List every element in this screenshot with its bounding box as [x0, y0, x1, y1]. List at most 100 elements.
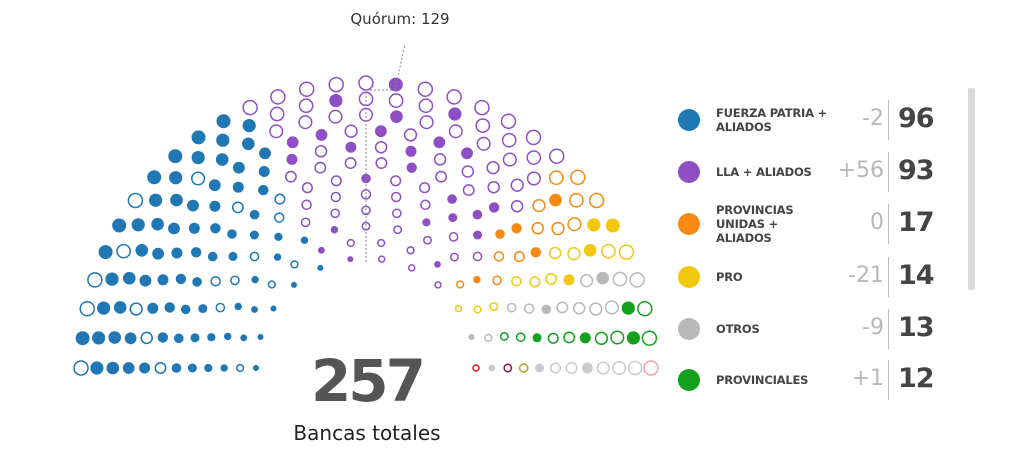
seat-dot	[286, 136, 299, 149]
seat-dot	[433, 153, 447, 166]
seat-dot	[604, 300, 619, 315]
seat-dot	[549, 362, 562, 374]
seat-dot	[629, 272, 645, 288]
seat-dot	[643, 360, 659, 376]
seat-dot	[224, 332, 232, 341]
seat-dot	[347, 256, 354, 263]
seat-dot	[230, 275, 240, 286]
seat-dot	[531, 222, 544, 235]
seat-dot	[418, 98, 434, 114]
seat-dot	[449, 252, 459, 262]
legend-seat-count: 17	[898, 207, 935, 238]
seat-dot	[251, 275, 259, 284]
seat-dot	[216, 114, 231, 129]
legend-row: PROVINCIALES +1 12	[672, 356, 964, 406]
seat-dot	[377, 238, 386, 248]
legend-seat-change: +56	[837, 158, 884, 183]
seat-dot	[157, 332, 168, 343]
seat-dot	[208, 179, 221, 192]
seat-dot	[233, 161, 245, 174]
seat-dot	[286, 153, 298, 165]
seat-dot	[242, 99, 258, 116]
seat-dot	[207, 333, 216, 342]
seat-dot	[390, 191, 402, 203]
seat-dot	[511, 275, 522, 287]
seat-dot	[314, 145, 328, 158]
legend-divider	[888, 360, 889, 400]
seat-dot	[168, 222, 180, 235]
seat-dot	[403, 128, 418, 142]
seat-dot	[583, 244, 597, 257]
seat-dot	[393, 225, 403, 235]
seat-dot	[548, 246, 562, 260]
seat-dot	[258, 184, 269, 196]
legend-color-dot	[678, 266, 700, 288]
seat-dot	[419, 182, 431, 194]
seat-dot	[220, 364, 228, 372]
seat-dot	[90, 361, 104, 375]
seat-dot	[249, 251, 260, 262]
legend-party-name: PROVINCIAS UNIDAS + ALIADOS	[716, 203, 794, 245]
seat-dot	[242, 137, 255, 151]
seat-dot	[563, 274, 575, 286]
seat-dot	[210, 275, 221, 287]
seat-dot	[532, 198, 546, 213]
seat-dot	[390, 175, 402, 187]
seat-dot	[73, 360, 89, 376]
seat-dot	[328, 109, 343, 124]
legend-seat-change: -21	[848, 263, 884, 288]
seat-dot	[122, 362, 135, 374]
seat-dot	[187, 363, 197, 373]
seat-dot	[301, 199, 312, 211]
seat-dot	[257, 334, 264, 340]
legend-row: LLA + ALIADOS +56 93	[672, 148, 964, 198]
seat-dot	[215, 302, 226, 313]
seat-dot	[358, 91, 374, 107]
legend-row: PROVINCIAS UNIDAS + ALIADOS 0 17	[672, 200, 964, 250]
seat-dot	[434, 261, 441, 268]
seat-dot	[610, 330, 625, 345]
seat-dot	[375, 125, 387, 138]
seat-dot	[515, 332, 526, 343]
seat-dot	[228, 251, 238, 261]
seat-dot	[169, 171, 183, 185]
seat-dot	[495, 229, 505, 239]
seat-dot	[588, 192, 605, 209]
seat-dot	[227, 229, 237, 239]
seat-dot	[216, 133, 230, 147]
seat-dot	[298, 98, 314, 114]
seat-dot	[330, 175, 342, 187]
seat-dot	[435, 170, 448, 183]
seat-dot	[476, 136, 491, 151]
seat-dot	[472, 364, 480, 372]
seat-dot	[259, 147, 271, 160]
seat-dot	[526, 150, 542, 165]
seat-dot	[475, 118, 491, 133]
seat-dot	[526, 171, 541, 186]
legend-scrollbar[interactable]	[968, 88, 975, 290]
seat-dot	[473, 275, 481, 284]
seat-dot	[358, 75, 374, 91]
seat-dot	[579, 332, 591, 344]
seat-dot	[270, 305, 277, 312]
seat-dot	[234, 302, 242, 311]
seat-dot	[420, 199, 431, 211]
seat-dot	[569, 192, 584, 208]
seat-dot	[204, 363, 213, 373]
seat-dot	[545, 272, 558, 285]
seat-dot	[388, 77, 403, 92]
seat-dot	[612, 360, 627, 376]
legend-divider	[888, 204, 889, 244]
legend-divider	[888, 309, 889, 349]
legend-party-name: PROVINCIALES	[716, 373, 809, 387]
seat-dot	[422, 218, 431, 227]
seat-dot	[473, 230, 483, 240]
seat-dot	[269, 106, 285, 122]
seat-dot	[461, 147, 473, 160]
seat-dot	[596, 361, 610, 375]
seat-dot	[273, 212, 285, 223]
seat-dot	[344, 157, 357, 170]
seat-dot	[209, 200, 221, 212]
seat-dot	[472, 251, 483, 262]
seat-dot	[612, 271, 628, 287]
